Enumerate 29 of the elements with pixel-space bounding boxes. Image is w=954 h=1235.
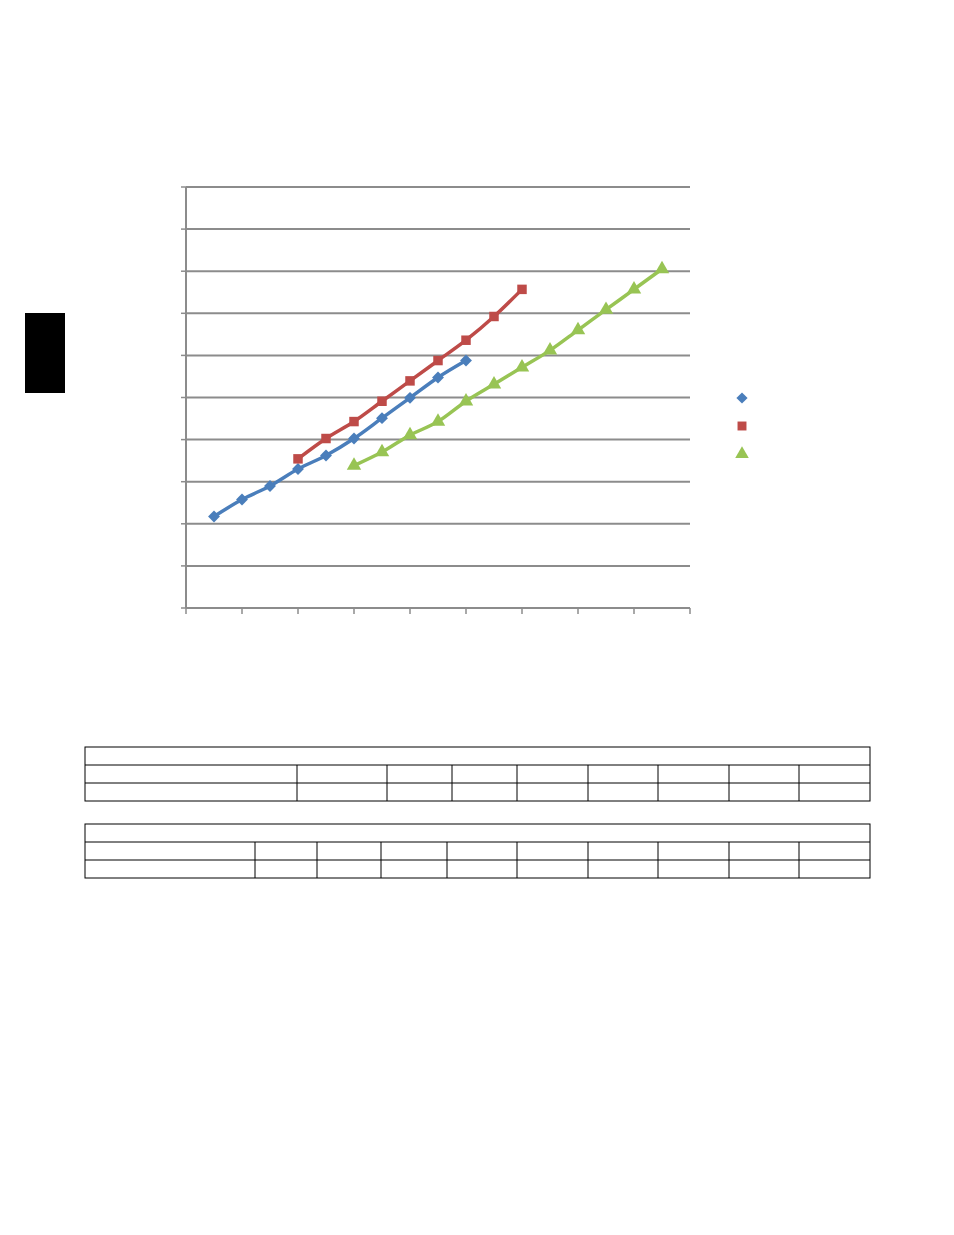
- point: [402, 426, 418, 440]
- point: [208, 510, 220, 523]
- point: [598, 301, 614, 314]
- point: [349, 416, 359, 427]
- point: [626, 281, 642, 294]
- point: [377, 396, 387, 406]
- point: [461, 335, 471, 345]
- point: [542, 342, 558, 355]
- point: [517, 284, 527, 295]
- point: [346, 457, 362, 470]
- point: [433, 355, 443, 366]
- point: [489, 311, 499, 322]
- point: [293, 454, 303, 464]
- point: [430, 413, 446, 426]
- point: [320, 449, 332, 462]
- point: [376, 412, 388, 425]
- point: [405, 376, 415, 386]
- point: [321, 433, 331, 444]
- point: [514, 359, 530, 372]
- point: [570, 321, 586, 335]
- point: [404, 391, 416, 404]
- point: [460, 354, 472, 367]
- point: [348, 432, 360, 445]
- point: [654, 260, 670, 274]
- point: [486, 375, 502, 389]
- point: [432, 371, 444, 384]
- point: [374, 443, 390, 457]
- point: [236, 493, 248, 506]
- point: [458, 392, 474, 406]
